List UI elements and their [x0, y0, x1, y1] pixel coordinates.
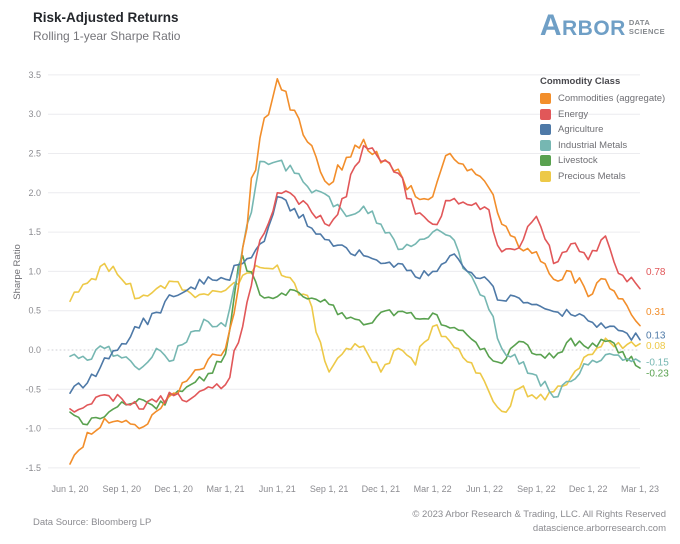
series-end-value-label: 0.78	[646, 267, 666, 278]
legend-item[interactable]: Livestock	[540, 155, 665, 166]
x-tick-label: Jun 1, 20	[51, 484, 88, 494]
legend-item[interactable]: Industrial Metals	[540, 139, 665, 151]
series-end-value-label: -0.15	[646, 357, 669, 368]
logo-tagline: DATA SCIENCE	[629, 19, 665, 36]
y-tick-label: -1.0	[25, 424, 41, 434]
series-line-energy[interactable]	[69, 144, 641, 413]
legend-swatch-icon	[540, 93, 551, 104]
y-tick-label: 1.5	[28, 227, 41, 237]
series-end-value-label: -0.23	[646, 369, 669, 380]
page-subtitle: Rolling 1-year Sharpe Ratio	[33, 29, 181, 43]
legend-item[interactable]: Precious Metals	[540, 170, 665, 182]
y-tick-label: 2.0	[28, 188, 41, 198]
logo-brand-initial: A	[539, 9, 563, 42]
x-tick-label: Dec 1, 21	[362, 484, 401, 494]
copyright-line: © 2023 Arbor Research & Trading, LLC. Al…	[412, 509, 666, 521]
legend: Commodity Class Commodities (aggregate) E…	[540, 76, 665, 186]
arbor-logo: ARBOR DATA SCIENCE	[540, 11, 665, 41]
series-line-precious-metals[interactable]	[69, 262, 641, 413]
x-tick-label: Sep 1, 22	[517, 484, 556, 494]
y-axis-title: Sharpe Ratio	[12, 244, 23, 299]
y-tick-label: 0.0	[28, 345, 41, 355]
logo-brand: ARBOR	[540, 11, 626, 41]
y-tick-label: 3.0	[28, 109, 41, 119]
series-end-value-label: 0.31	[646, 307, 666, 318]
y-tick-label: 3.5	[28, 70, 41, 80]
x-tick-label: Mar 1, 21	[206, 484, 244, 494]
legend-items: Commodities (aggregate) Energy Agriculture…	[540, 93, 665, 182]
legend-item-label: Agriculture	[558, 124, 604, 135]
data-source-note: Data Source: Bloomberg LP	[33, 517, 152, 528]
copyright-block: © 2023 Arbor Research & Trading, LLC. Al…	[412, 508, 666, 535]
legend-swatch-icon	[540, 170, 551, 182]
y-tick-label: 1.0	[28, 266, 41, 276]
legend-item[interactable]: Energy	[540, 108, 665, 120]
legend-swatch-icon	[540, 155, 551, 166]
legend-item[interactable]: Agriculture	[540, 124, 665, 135]
legend-item-label: Livestock	[558, 155, 598, 166]
legend-item-label: Industrial Metals	[558, 139, 628, 151]
legend-item-label: Precious Metals	[558, 170, 626, 182]
series-end-value-label: 0.13	[646, 330, 666, 341]
legend-item[interactable]: Commodities (aggregate)	[540, 93, 665, 104]
legend-swatch-icon	[540, 124, 551, 135]
series-line-livestock[interactable]	[69, 254, 641, 426]
x-tick-label: Dec 1, 20	[154, 484, 193, 494]
x-tick-label: Jun 1, 21	[259, 484, 296, 494]
legend-swatch-icon	[540, 108, 551, 120]
y-tick-label: -0.5	[25, 384, 41, 394]
logo-tagline-line2: SCIENCE	[628, 26, 665, 36]
y-tick-label: -1.5	[25, 463, 41, 473]
legend-title: Commodity Class	[540, 76, 621, 87]
y-tick-label: 2.5	[28, 149, 41, 159]
logo-brand-rest: RBOR	[562, 17, 626, 40]
x-tick-label: Sep 1, 20	[103, 484, 142, 494]
legend-swatch-icon	[540, 139, 551, 151]
series-end-value-label: 0.08	[646, 341, 666, 352]
x-tick-label: Dec 1, 22	[569, 484, 608, 494]
page-title: Risk-Adjusted Returns	[33, 10, 179, 25]
y-tick-label: 0.5	[28, 306, 41, 316]
legend-item-label: Energy	[558, 108, 589, 120]
x-tick-label: Mar 1, 22	[414, 484, 452, 494]
legend-item-label: Commodities (aggregate)	[558, 93, 666, 104]
logo-tagline-line1: DATA	[628, 18, 651, 28]
x-tick-label: Jun 1, 22	[466, 484, 503, 494]
series-line-agriculture[interactable]	[69, 195, 641, 394]
series-line-industrial-metals[interactable]	[69, 159, 641, 398]
website-line: datascience.arborresearch.com	[532, 522, 666, 534]
x-tick-label: Sep 1, 21	[310, 484, 349, 494]
x-tick-label: Mar 1, 23	[621, 484, 659, 494]
